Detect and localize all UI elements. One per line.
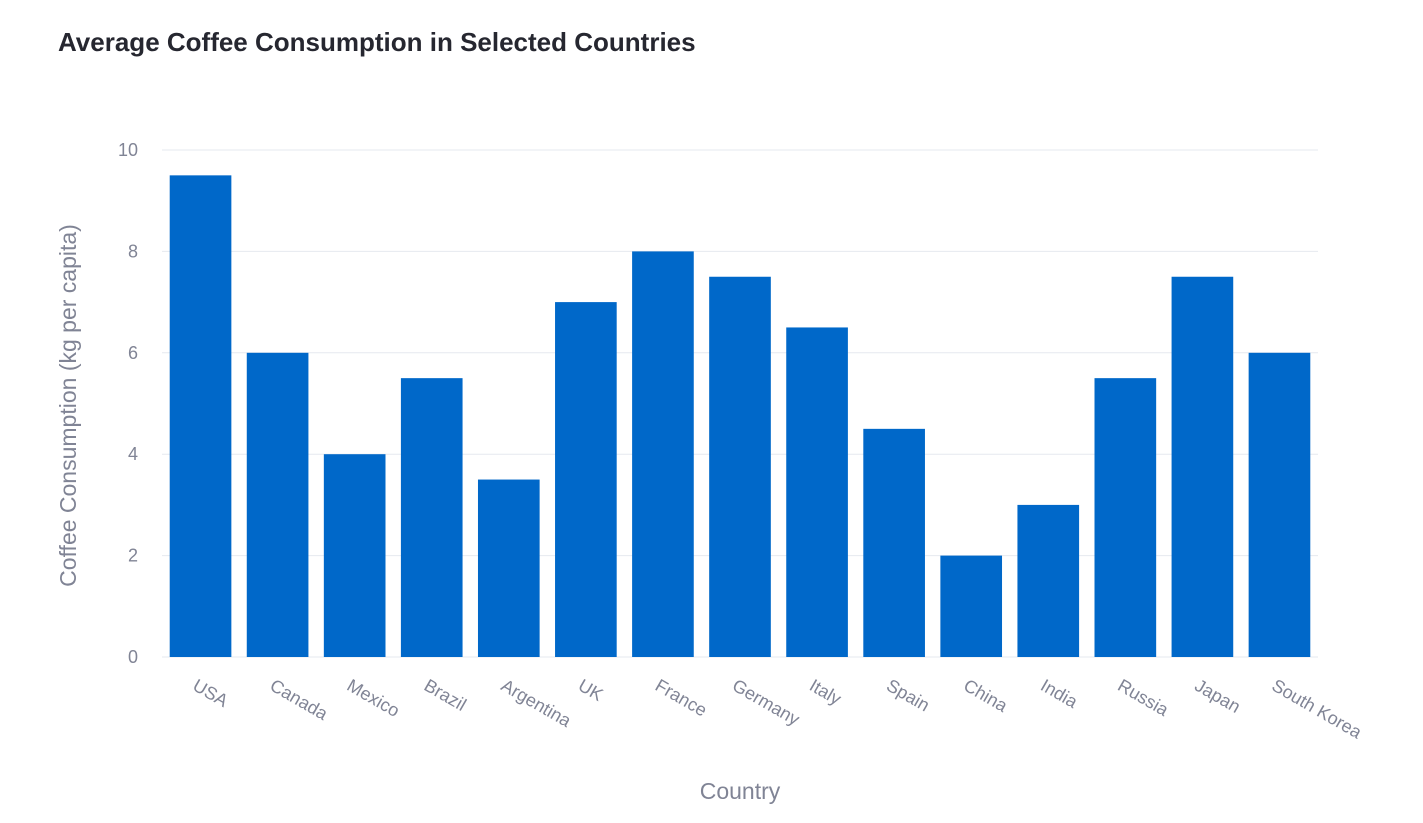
x-tick-label: France (652, 675, 711, 720)
x-tick-label: Argentina (498, 675, 576, 731)
x-tick-label: India (1037, 675, 1082, 712)
x-axis-title: Country (700, 778, 781, 804)
y-tick-label: 8 (128, 241, 138, 261)
bar-argentina (477, 479, 540, 657)
y-tick-label: 4 (128, 444, 138, 464)
bar-south-korea (1248, 352, 1311, 657)
x-tick-label: Italy (806, 675, 845, 709)
y-axis-ticks: 0 2 4 6 8 10 (118, 140, 138, 667)
y-axis-title: Coffee Consumption (kg per capita) (55, 224, 81, 587)
bar-germany (709, 276, 771, 657)
chart-title: Average Coffee Consumption in Selected C… (58, 27, 696, 57)
bars (169, 175, 1311, 657)
y-tick-label: 6 (128, 343, 138, 363)
y-tick-label: 0 (128, 647, 138, 667)
bar-china (940, 555, 1003, 657)
bar-japan (1171, 276, 1234, 657)
y-tick-label: 2 (128, 546, 138, 566)
x-tick-label: USA (190, 675, 232, 711)
bar-uk (555, 302, 617, 657)
x-tick-label: Brazil (421, 675, 470, 715)
x-tick-label: China (960, 675, 1012, 716)
y-tick-label: 10 (118, 140, 138, 160)
x-axis-ticks: USA Canada Mexico Brazil Argentina UK France Ge… (190, 675, 1366, 743)
x-tick-label: Japan (1191, 675, 1243, 717)
bar-usa (169, 175, 232, 657)
x-tick-label: Canada (267, 675, 332, 724)
x-tick-label: Mexico (344, 675, 403, 721)
x-tick-label: Russia (1114, 675, 1173, 720)
bar-russia (1094, 378, 1157, 657)
x-tick-label: UK (575, 675, 607, 705)
bar-spain (863, 428, 925, 657)
x-tick-label: South Korea (1268, 675, 1366, 743)
bar-canada (246, 352, 309, 657)
bar-france (632, 251, 694, 657)
bar-mexico (323, 454, 386, 657)
x-tick-label: Germany (729, 675, 803, 729)
x-tick-label: Spain (883, 675, 933, 715)
bar-india (1017, 504, 1080, 657)
bar-italy (786, 327, 848, 657)
bar-brazil (400, 378, 463, 657)
